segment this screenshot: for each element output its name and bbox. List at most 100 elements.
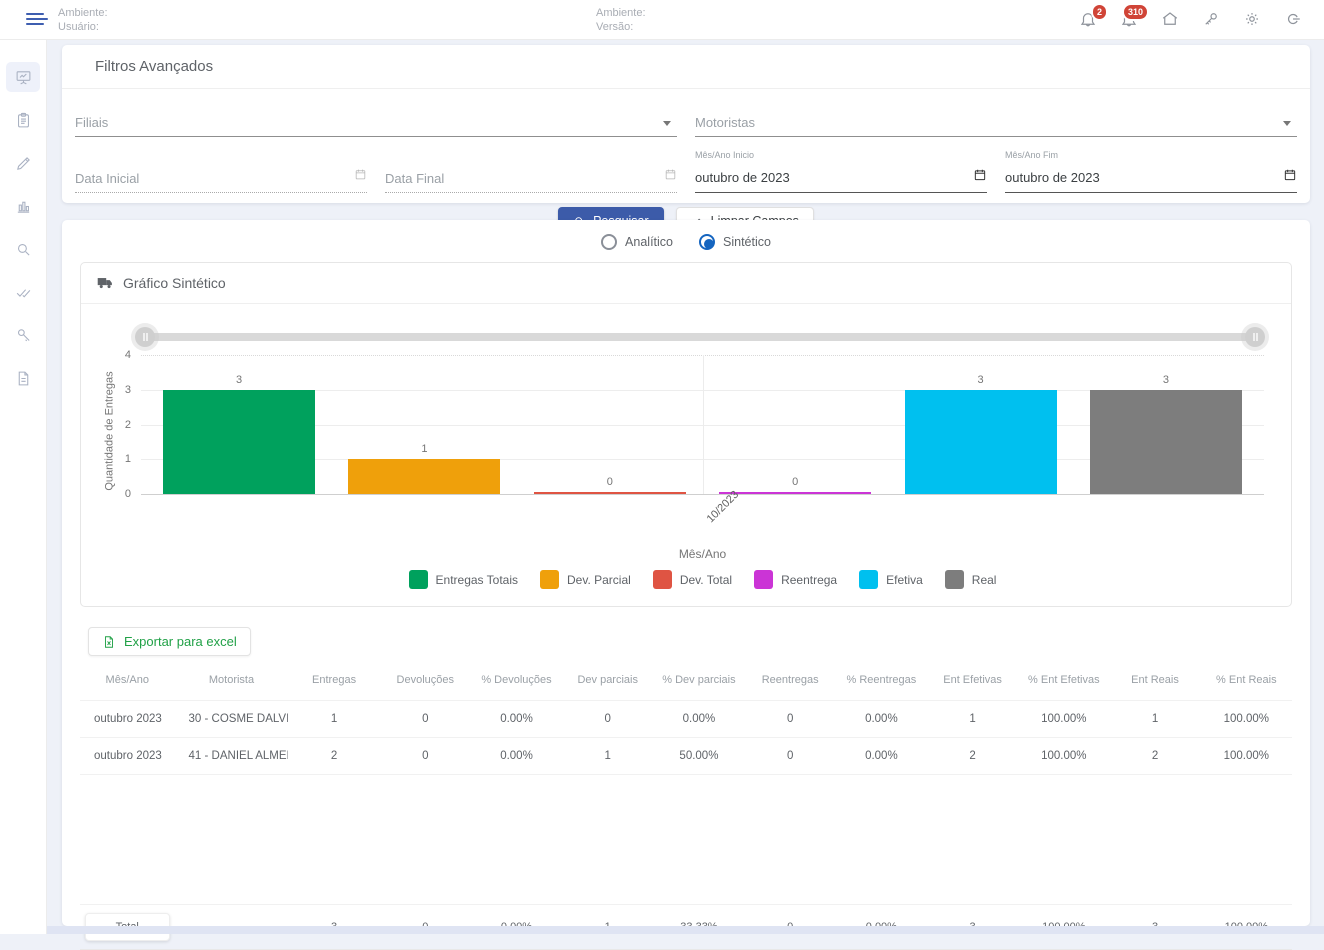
filiais-select[interactable]: Filiais [75, 103, 677, 137]
legend-swatch-icon [409, 570, 428, 589]
table-cell: outubro 2023 [80, 701, 175, 738]
notification-badge: 2 [1091, 3, 1108, 21]
chart-zoom-slider[interactable] [137, 330, 1263, 344]
legend-label: Entregas Totais [436, 573, 519, 587]
bar-entregas-totais[interactable]: 3 [163, 355, 315, 494]
bar-rect[interactable] [719, 492, 871, 494]
mes-ano-inicio-value: outubro de 2023 [695, 170, 790, 185]
table-cell: 100.00% [1018, 738, 1109, 775]
message-bell-icon[interactable]: 310 [1120, 10, 1140, 30]
export-excel-button[interactable]: Exportar para excel [88, 627, 251, 656]
column-header: Motorista [175, 664, 289, 701]
bar-reentrega[interactable]: 0 [719, 355, 871, 494]
column-header: Entregas [288, 664, 379, 701]
table-cell: 2 [1109, 738, 1200, 775]
table-cell: 41 - DANIEL ALMEID [175, 738, 289, 775]
sidebar-item-dashboard[interactable] [6, 62, 40, 92]
legend-item-efetiva[interactable]: Efetiva [859, 570, 923, 589]
bar-dev-parcial[interactable]: 1 [348, 355, 500, 494]
legend-item-dev-total[interactable]: Dev. Total [653, 570, 732, 589]
bar-value-label: 3 [905, 374, 1057, 386]
filters-title: Filtros Avançados [62, 45, 1310, 88]
radio-dot-icon[interactable] [601, 234, 617, 250]
bar-value-label: 3 [1090, 374, 1242, 386]
sidebar-item-access[interactable] [6, 320, 40, 350]
x-axis-line [141, 494, 1264, 495]
data-final-placeholder: Data Final [385, 171, 444, 186]
table-cell: 1 [288, 701, 379, 738]
sidebar-item-reports[interactable] [6, 191, 40, 221]
motoristas-select[interactable]: Motoristas [695, 103, 1297, 137]
sidebar-item-clipboard[interactable] [6, 105, 40, 135]
bar-rect[interactable] [1090, 390, 1242, 494]
y-tick-label: 3 [125, 384, 131, 396]
ambiente-center-label: Ambiente: [596, 6, 646, 20]
search-icon [15, 241, 32, 258]
legend-swatch-icon [945, 570, 964, 589]
table-cell: 0 [562, 701, 653, 738]
bar-value-label: 0 [719, 476, 871, 488]
bar-rect[interactable] [905, 390, 1057, 494]
radio-analítico[interactable]: Analítico [601, 234, 673, 250]
calendar-icon[interactable] [354, 168, 367, 186]
y-axis-title: Quantidade de Entregas [103, 371, 115, 490]
sidebar-item-search[interactable] [6, 234, 40, 264]
x-axis-title: Mês/Ano [141, 547, 1264, 561]
table-cell: 0.00% [471, 701, 562, 738]
data-final-input[interactable]: Data Final [385, 159, 677, 193]
sidebar-item-edit[interactable] [6, 148, 40, 178]
table-cell: 0 [380, 701, 471, 738]
clipboard-icon [15, 112, 32, 129]
column-header: Ent Efetivas [927, 664, 1018, 701]
legend-item-dev-parcial[interactable]: Dev. Parcial [540, 570, 631, 589]
table-empty-space [80, 775, 1292, 905]
excel-file-icon [102, 635, 116, 649]
bar-rect[interactable] [348, 459, 500, 494]
radio-sintético[interactable]: Sintético [699, 234, 771, 250]
home-icon[interactable] [1161, 10, 1181, 30]
mes-ano-inicio-input[interactable]: Mês/Ano Inicio outubro de 2023 [695, 147, 987, 193]
double-check-icon [15, 284, 32, 301]
legend-item-real[interactable]: Real [945, 570, 997, 589]
bar-dev-total[interactable]: 0 [534, 355, 686, 494]
horizontal-scrollbar[interactable] [47, 926, 1324, 934]
pencil-icon [15, 155, 32, 172]
top-header-bar: Ambiente: Usuário: Ambiente: Versão: 2 3… [0, 0, 1324, 40]
zoom-slider-right-handle[interactable] [1245, 327, 1265, 347]
column-header: % Ent Efetivas [1018, 664, 1109, 701]
data-inicial-input[interactable]: Data Inicial [75, 159, 367, 193]
bar-rect[interactable] [163, 390, 315, 494]
mes-ano-fim-input[interactable]: Mês/Ano Fim outubro de 2023 [1005, 147, 1297, 193]
zoom-slider-left-handle[interactable] [135, 327, 155, 347]
message-badge: 310 [1122, 3, 1149, 21]
calendar-icon[interactable] [664, 168, 677, 186]
key-icon[interactable] [1202, 10, 1222, 30]
calendar-icon[interactable] [1283, 168, 1297, 187]
column-header: % Devoluções [471, 664, 562, 701]
dashboard-presentation-icon [15, 69, 32, 86]
legend-item-entregas-totais[interactable]: Entregas Totais [409, 570, 519, 589]
radio-dot-icon[interactable] [699, 234, 715, 250]
bar-efetiva[interactable]: 3 [905, 355, 1057, 494]
notification-bell-icon[interactable]: 2 [1079, 10, 1099, 30]
environment-version-labels: Ambiente: Versão: [596, 6, 646, 34]
column-header: % Reentregas [836, 664, 927, 701]
calendar-icon[interactable] [973, 168, 987, 187]
ambiente-label: Ambiente: [58, 6, 108, 20]
zoom-slider-track[interactable] [137, 333, 1263, 341]
gear-icon[interactable] [1243, 10, 1263, 30]
table-cell: 0 [745, 738, 836, 775]
menu-hamburger-icon[interactable] [26, 13, 48, 27]
bar-rect[interactable] [534, 492, 686, 494]
logout-icon[interactable] [1284, 10, 1304, 30]
bar-real[interactable]: 3 [1090, 355, 1242, 494]
sidebar-item-documents[interactable] [6, 363, 40, 393]
column-header: % Dev parciais [653, 664, 744, 701]
sidebar-item-approvals[interactable] [6, 277, 40, 307]
legend-item-reentrega[interactable]: Reentrega [754, 570, 837, 589]
